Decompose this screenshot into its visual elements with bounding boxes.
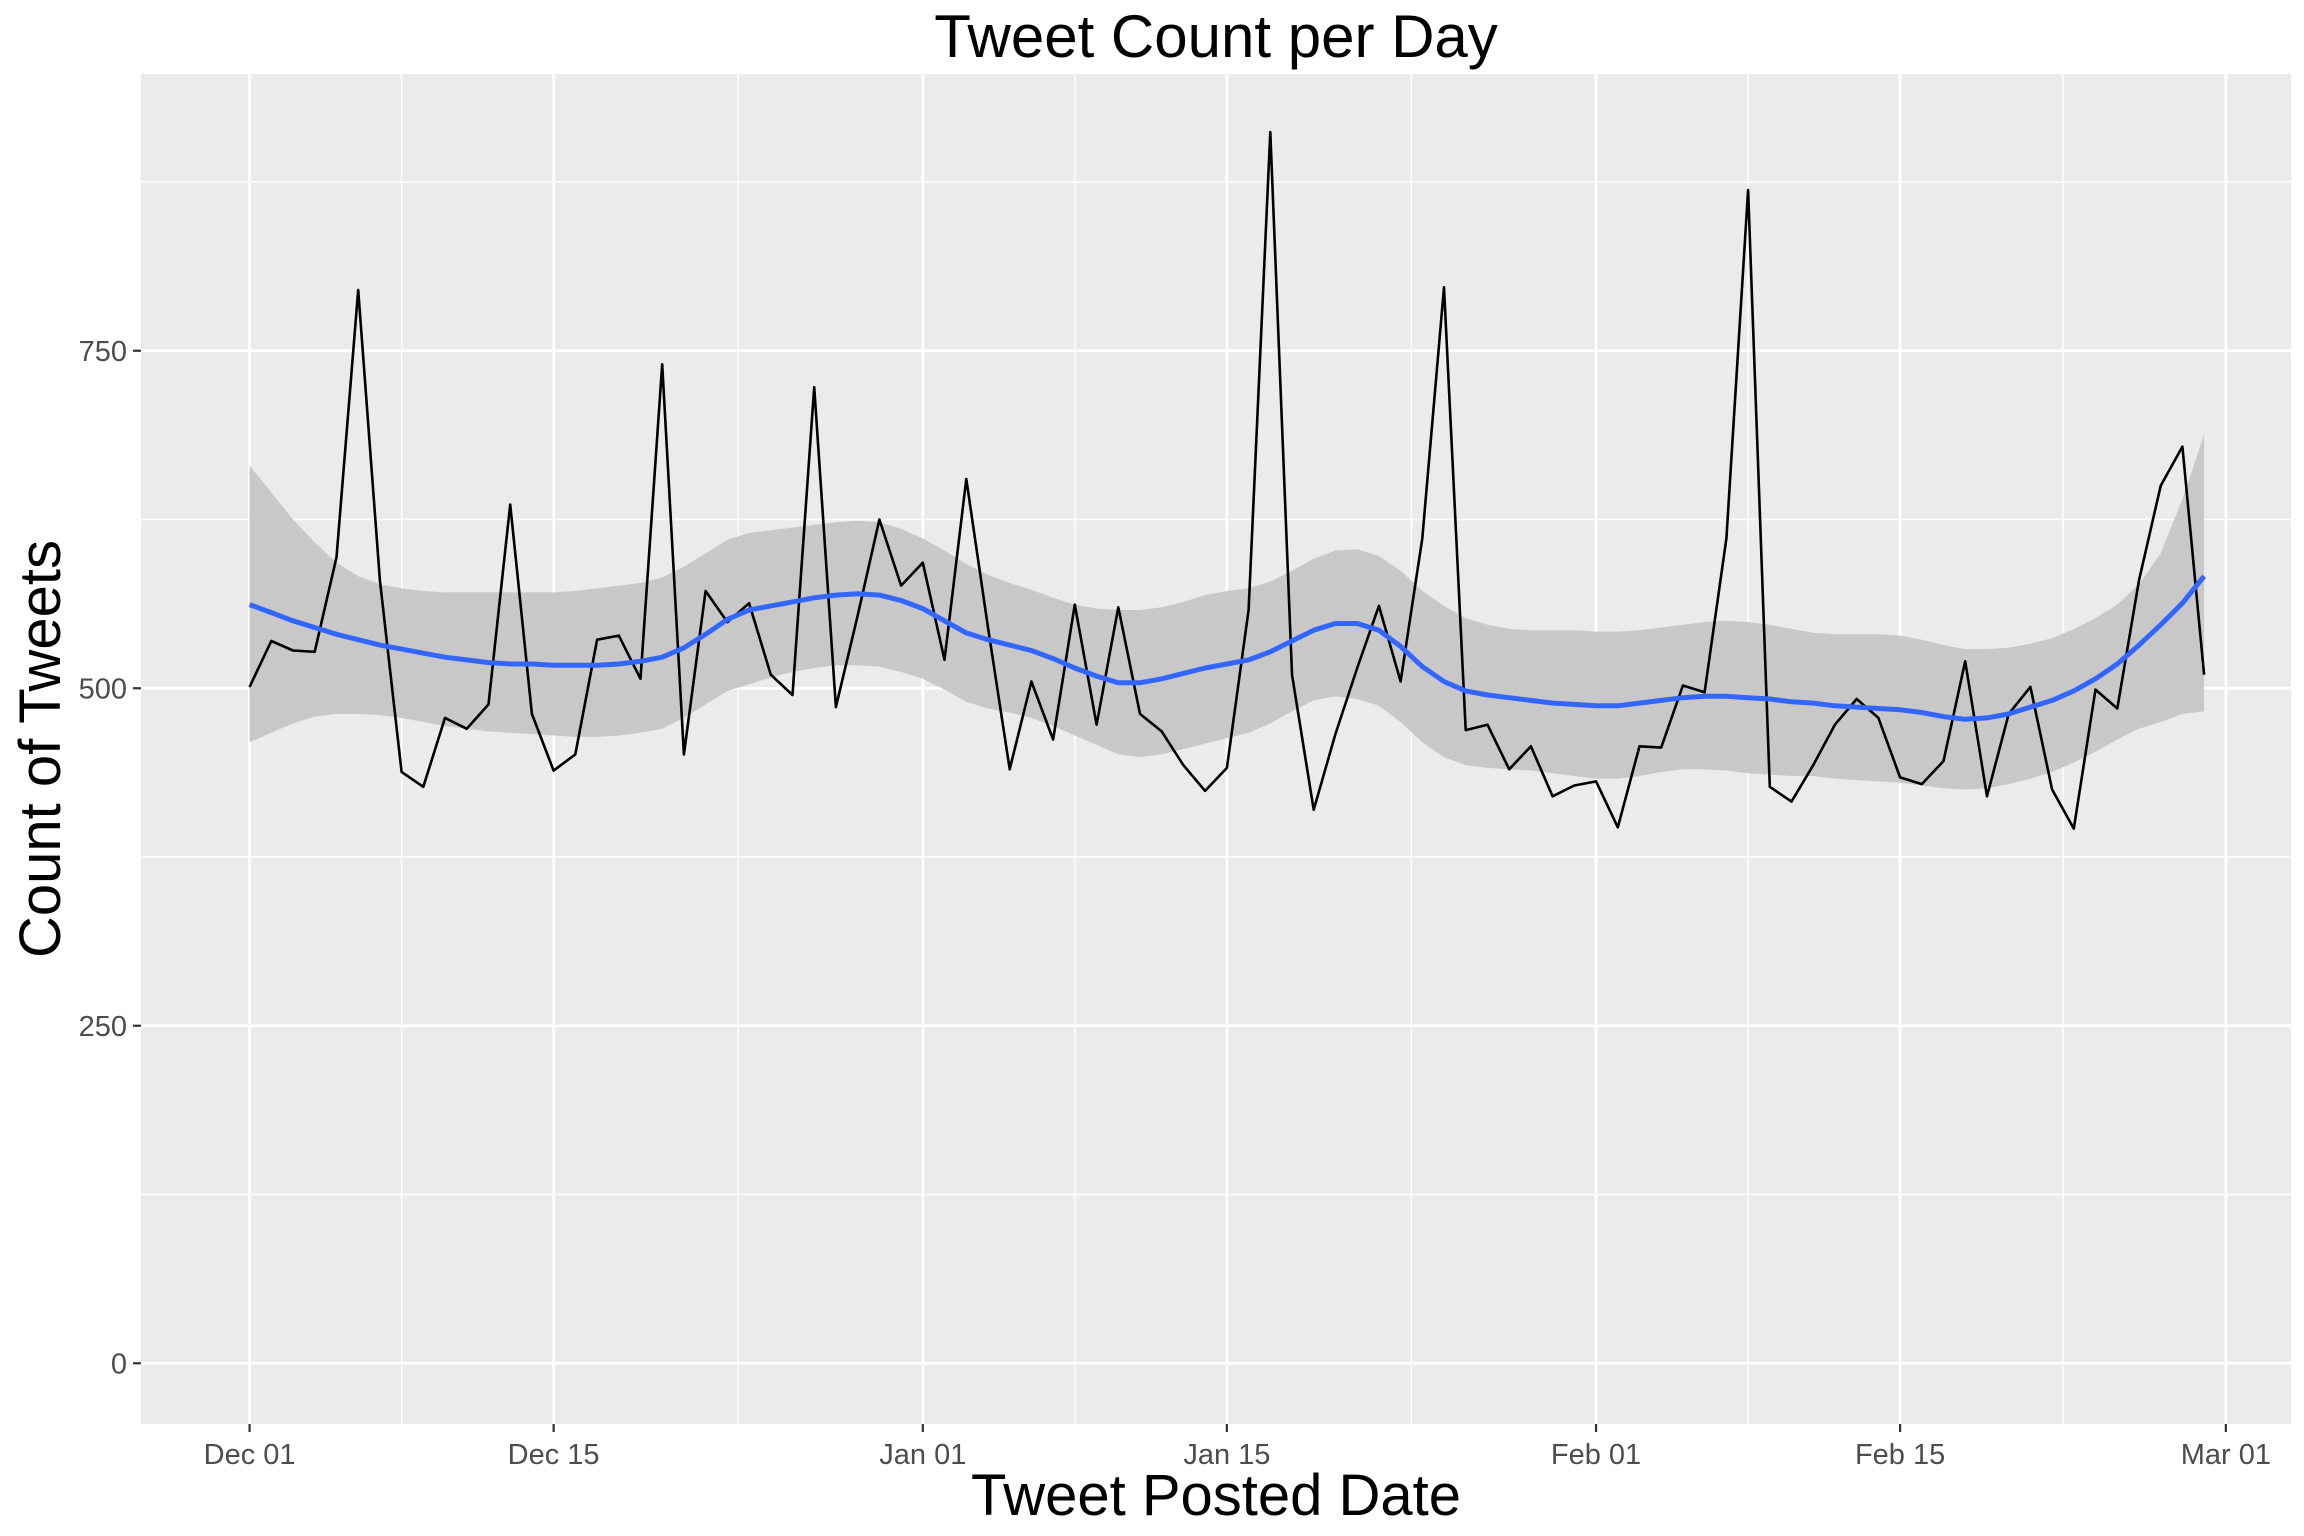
confidence-band [249, 434, 2205, 790]
y-tick-label: 0 [111, 1348, 127, 1380]
smooth-trend-line [248, 574, 2207, 722]
x-tick-label: Jan 01 [879, 1439, 966, 1471]
y-tick-label: 250 [79, 1011, 127, 1043]
x-tick-label: Dec 01 [204, 1439, 296, 1471]
y-tick-label: 750 [79, 336, 127, 368]
y-axis-title: Count of Tweets [8, 540, 73, 958]
daily-count-line [248, 130, 2206, 830]
x-tick-label: Dec 15 [508, 1439, 600, 1471]
x-tick-label: Jan 15 [1183, 1439, 1270, 1471]
x-tick-label: Feb 01 [1551, 1439, 1641, 1471]
x-axis: Dec 01 Dec 15 Jan 01 Jan 15 Feb 01 Feb 15 Mar … [204, 1424, 2271, 1471]
y-tick-label: 500 [79, 673, 127, 705]
x-tick-label: Feb 15 [1855, 1439, 1945, 1471]
x-axis-title: Tweet Posted Date [971, 1463, 1461, 1528]
chart-title: Tweet Count per Day [934, 3, 1498, 70]
major-gridlines [141, 74, 2291, 1424]
x-tick-label: Mar 01 [2181, 1439, 2271, 1471]
y-axis: 0 250 500 750 [79, 336, 141, 1380]
